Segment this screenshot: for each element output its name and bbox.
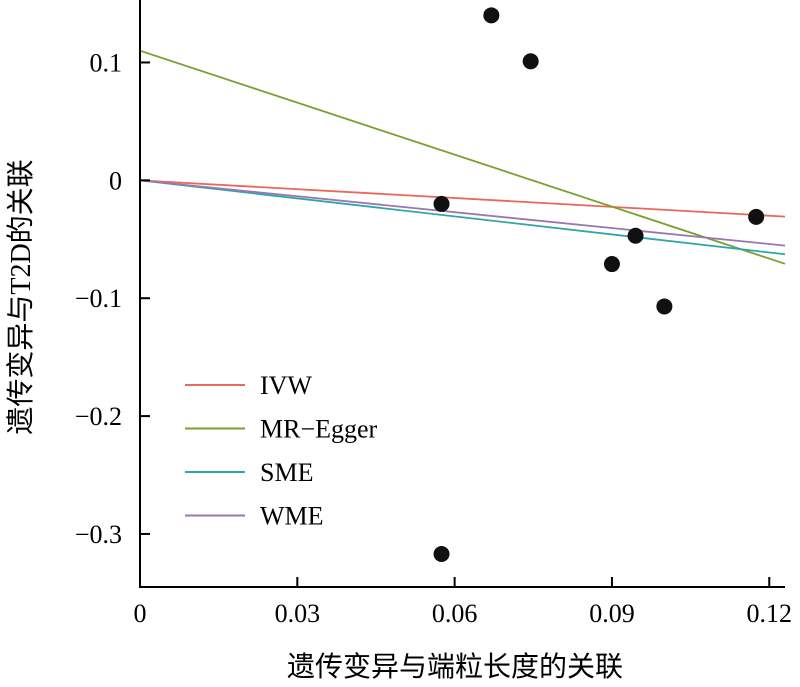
y-tick-label: −0.2 bbox=[75, 402, 122, 431]
y-tick-label: −0.1 bbox=[75, 284, 122, 313]
data-point bbox=[433, 545, 450, 562]
x-ticks: 0 0.03 0.06 0.09 0.12 bbox=[134, 577, 793, 628]
fit-line-ivw bbox=[139, 179, 786, 218]
y-axis-label: 遗传变异与T2D的关联 bbox=[5, 159, 37, 434]
legend-label-sme: SME bbox=[260, 458, 313, 487]
data-points bbox=[433, 7, 765, 562]
x-tick-label: 0.03 bbox=[275, 599, 321, 628]
legend-label-mr-egger: MR−Egger bbox=[260, 415, 378, 444]
axes bbox=[139, 0, 785, 588]
legend-label-ivw: IVW bbox=[260, 371, 312, 400]
data-point bbox=[656, 298, 673, 315]
x-tick-label: 0.06 bbox=[432, 599, 478, 628]
y-ticks: 0.1 0 −0.1 −0.2 −0.3 bbox=[75, 48, 150, 549]
data-point bbox=[627, 227, 644, 244]
data-point bbox=[522, 53, 539, 70]
y-tick-label: 0 bbox=[109, 166, 122, 195]
x-tick-label: 0.12 bbox=[747, 599, 793, 628]
x-tick-label: 0 bbox=[134, 599, 147, 628]
data-point bbox=[603, 256, 620, 273]
data-point bbox=[433, 195, 450, 212]
x-axis-label: 遗传变异与端粒长度的关联 bbox=[287, 651, 623, 683]
x-tick-label: 0.09 bbox=[589, 599, 635, 628]
y-tick-label: 0.1 bbox=[90, 48, 123, 77]
legend: IVW MR−Egger SME WME bbox=[185, 371, 378, 531]
data-point bbox=[748, 208, 765, 225]
fit-line-mr-egger bbox=[139, 49, 786, 265]
fit-line-sme bbox=[139, 179, 786, 256]
data-point bbox=[483, 7, 500, 24]
fit-lines bbox=[139, 49, 786, 265]
fit-line-wme bbox=[139, 179, 786, 247]
legend-label-wme: WME bbox=[260, 502, 324, 531]
y-tick-label: −0.3 bbox=[75, 520, 122, 549]
